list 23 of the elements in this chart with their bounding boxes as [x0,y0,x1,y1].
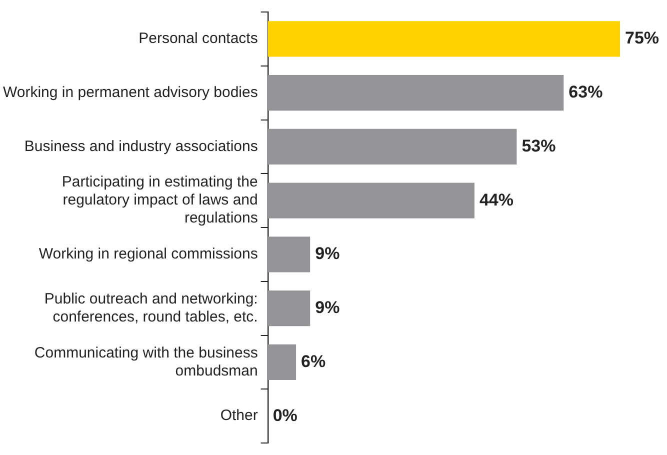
y-tick-label: Working in permanent advisory bodies [2,84,258,101]
y-tick-label: Participating in estimating the regulatory impact of laws and regulations [62,174,258,227]
data-label: 0% [272,406,298,425]
bar [268,290,310,326]
bar [268,344,296,380]
y-tick-label: Personal contacts [138,30,258,48]
y-tick-label: Working in regional commissions [38,246,258,263]
bar [268,236,310,272]
y-tick-label: Public outreach and networking: conferences, round tables, etc. [44,290,258,326]
data-label: 9% [315,298,340,317]
y-tick-label: Other [220,407,258,424]
data-label: 44% [479,190,514,210]
data-label: 53% [522,136,556,156]
bar [268,75,564,111]
data-label: 9% [315,244,340,264]
bar [268,182,474,218]
y-tick-label: Communicating with the business ombudsman [34,344,258,380]
data-label: 6% [301,352,326,371]
data-label: 63% [568,82,603,102]
bar [268,128,517,164]
bar [268,21,620,57]
data-label: 75% [625,28,660,48]
y-tick-label: Business and industry associations [24,138,258,155]
